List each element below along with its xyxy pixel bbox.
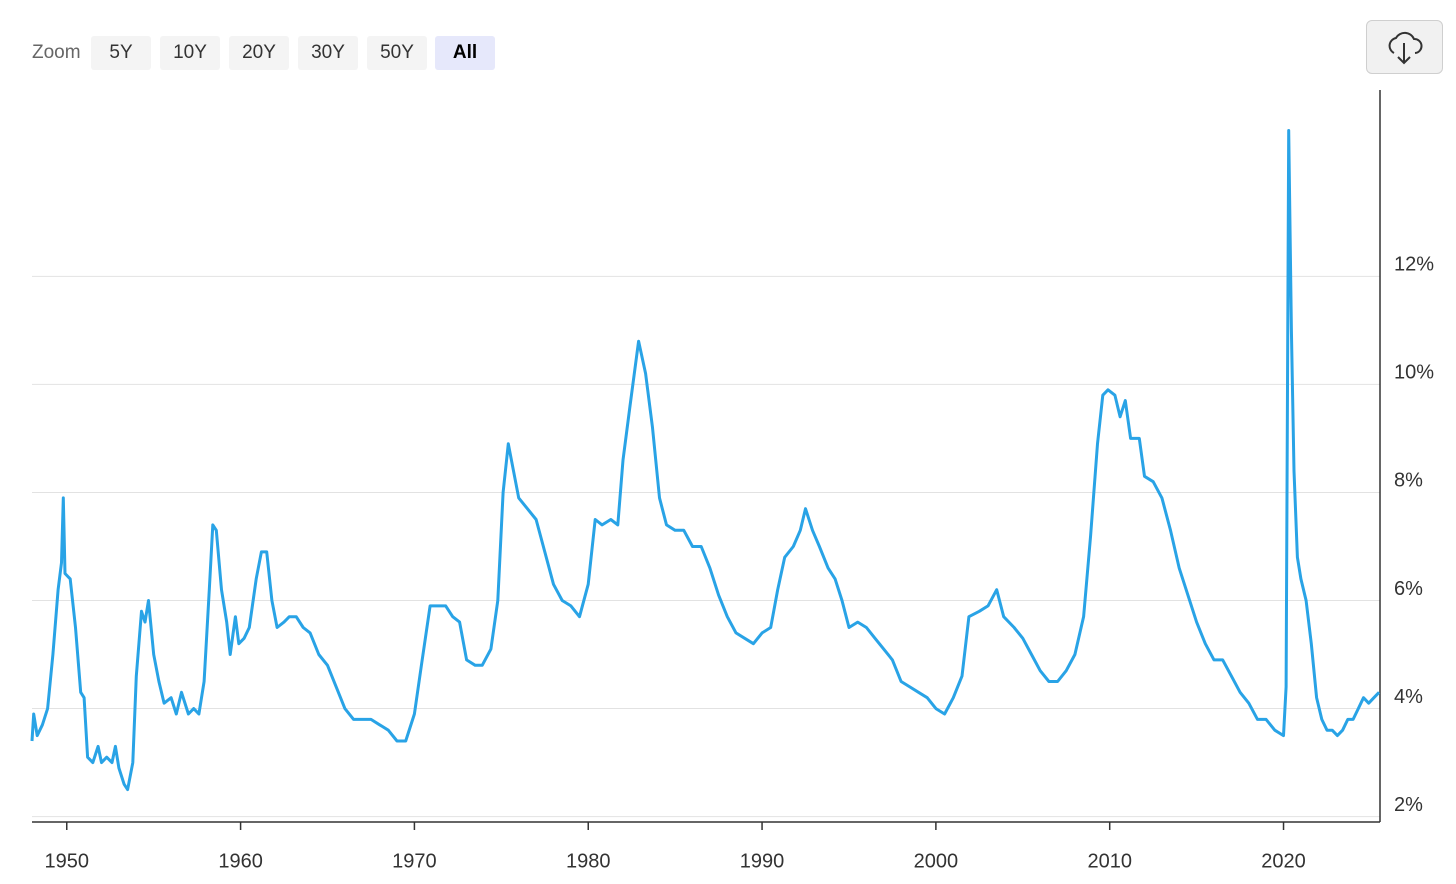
x-tick-label: 1950 [45,850,90,872]
download-button[interactable] [1366,20,1443,74]
y-tick-label: 2% [1394,794,1423,816]
x-tick-label: 2010 [1087,850,1132,872]
zoom-button[interactable]: 50Y [367,36,427,70]
y-tick-label: 12% [1394,254,1434,276]
x-tick-label: 1980 [566,850,611,872]
zoom-label: Zoom [32,42,81,63]
y-tick-label: 10% [1394,362,1434,384]
x-tick-label: 1990 [740,850,785,872]
y-tick-label: 6% [1394,578,1423,600]
zoom-button[interactable]: 30Y [298,36,358,70]
x-tick-label: 1960 [218,850,263,872]
zoom-button[interactable]: 10Y [160,36,220,70]
x-tick-label: 2000 [914,850,959,872]
data-line [30,129,1381,792]
x-tick-label: 2020 [1261,850,1306,872]
zoom-button[interactable]: All [435,36,495,70]
download-icon [1388,31,1423,65]
zoom-button[interactable]: 5Y [91,36,151,70]
zoom-button[interactable]: 20Y [229,36,289,70]
y-tick-label: 8% [1394,470,1423,492]
y-tick-label: 4% [1394,686,1423,708]
x-tick-label: 1970 [392,850,437,872]
